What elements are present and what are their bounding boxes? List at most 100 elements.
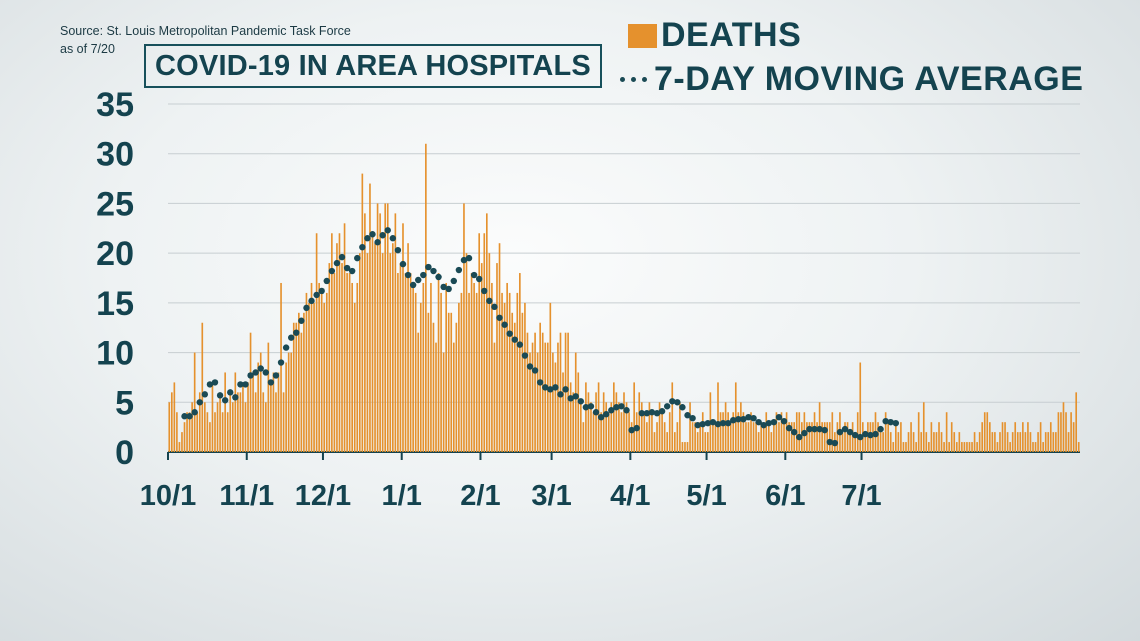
moving-average-dot: [460, 256, 468, 264]
death-bar: [188, 412, 191, 452]
death-bar: [679, 402, 681, 452]
moving-average-dot: [404, 271, 412, 279]
death-bar: [458, 302, 460, 452]
death-bar: [392, 243, 394, 452]
death-bar: [356, 282, 359, 452]
death-bar: [747, 422, 750, 452]
death-bar: [579, 402, 582, 452]
death-bar: [333, 273, 336, 452]
death-bar: [1055, 432, 1057, 452]
death-bar: [882, 432, 884, 452]
death-bar: [948, 442, 950, 452]
death-bar: [386, 203, 389, 452]
death-bar: [821, 422, 823, 452]
moving-average-dot: [597, 414, 605, 421]
death-bar: [264, 402, 267, 452]
death-bar: [168, 402, 171, 452]
death-bar: [209, 422, 211, 452]
death-bar: [1034, 442, 1037, 452]
death-bar: [1044, 432, 1047, 452]
death-bar: [785, 412, 788, 452]
death-bar: [384, 203, 387, 452]
death-bar: [1047, 432, 1050, 452]
death-bar: [633, 382, 635, 452]
death-bar: [280, 282, 282, 452]
death-bar: [780, 412, 783, 452]
death-bar: [526, 332, 529, 452]
death-bar: [480, 263, 483, 452]
death-bar: [475, 292, 478, 452]
moving-average-dot: [669, 398, 676, 405]
moving-average-dot: [862, 430, 869, 438]
death-bar: [686, 442, 689, 452]
moving-average-dot: [511, 336, 518, 343]
moving-average-dot: [755, 418, 762, 426]
death-bar: [719, 412, 722, 452]
death-bar: [427, 312, 430, 452]
moving-average-dot: [608, 407, 615, 414]
death-bar: [1027, 422, 1029, 452]
death-bar: [491, 282, 493, 452]
moving-average-dot: [877, 425, 884, 433]
legend-moving-average: 7-DAY MOVING AVERAGE: [620, 60, 1083, 99]
moving-average-dot: [547, 386, 554, 393]
death-bar: [925, 432, 928, 452]
death-bar: [983, 412, 986, 452]
moving-average-dot: [572, 393, 579, 400]
death-bar: [234, 372, 237, 452]
moving-average-dot: [465, 254, 473, 262]
death-bar: [516, 292, 519, 452]
death-bar: [681, 442, 684, 452]
death-bar: [562, 372, 564, 452]
moving-average-dot: [740, 415, 747, 423]
death-bar: [320, 292, 323, 452]
death-bar: [907, 432, 910, 452]
moving-average-dot: [801, 429, 808, 437]
moving-average-dot: [227, 389, 234, 396]
death-bar: [714, 422, 717, 452]
death-bar: [630, 422, 633, 452]
x-tick-label: 10/1: [140, 480, 196, 512]
death-bar: [696, 432, 699, 452]
moving-average-dot: [379, 232, 386, 239]
death-bar: [689, 402, 691, 452]
death-bar: [828, 422, 831, 452]
moving-average-dot: [536, 379, 544, 386]
death-bar: [684, 442, 686, 452]
death-bar: [841, 432, 844, 452]
death-bar: [823, 422, 826, 452]
death-bar: [221, 412, 224, 452]
death-bar: [595, 392, 597, 452]
death-bar: [1075, 392, 1078, 452]
moving-average-dot: [841, 425, 849, 433]
death-bar: [300, 332, 303, 452]
death-bar: [374, 243, 376, 452]
death-bar: [752, 422, 755, 452]
death-bar: [668, 412, 671, 452]
moving-average-dot: [191, 409, 198, 416]
death-bar: [623, 392, 625, 452]
death-bar: [867, 422, 869, 452]
chart-title: COVID-19 IN AREA HOSPITALS: [155, 49, 591, 82]
death-bar: [219, 392, 221, 452]
death-bar: [704, 432, 707, 452]
moving-average-dot: [857, 433, 864, 441]
death-bar: [394, 213, 397, 452]
death-bar: [994, 432, 996, 452]
moving-average-dot: [658, 408, 666, 415]
death-bar: [737, 412, 740, 452]
death-bar: [788, 422, 790, 452]
death-bar: [440, 292, 442, 452]
moving-average-dot: [338, 253, 346, 261]
moving-average-dot: [836, 428, 844, 436]
death-bar: [376, 203, 379, 452]
death-bar: [536, 352, 539, 452]
death-bar: [783, 422, 785, 452]
x-tick-label: 3/1: [531, 480, 571, 512]
death-bar: [773, 422, 775, 452]
moving-average-dot: [704, 419, 712, 427]
death-bar: [445, 282, 447, 452]
death-bar: [935, 432, 938, 452]
death-bar: [191, 402, 193, 452]
